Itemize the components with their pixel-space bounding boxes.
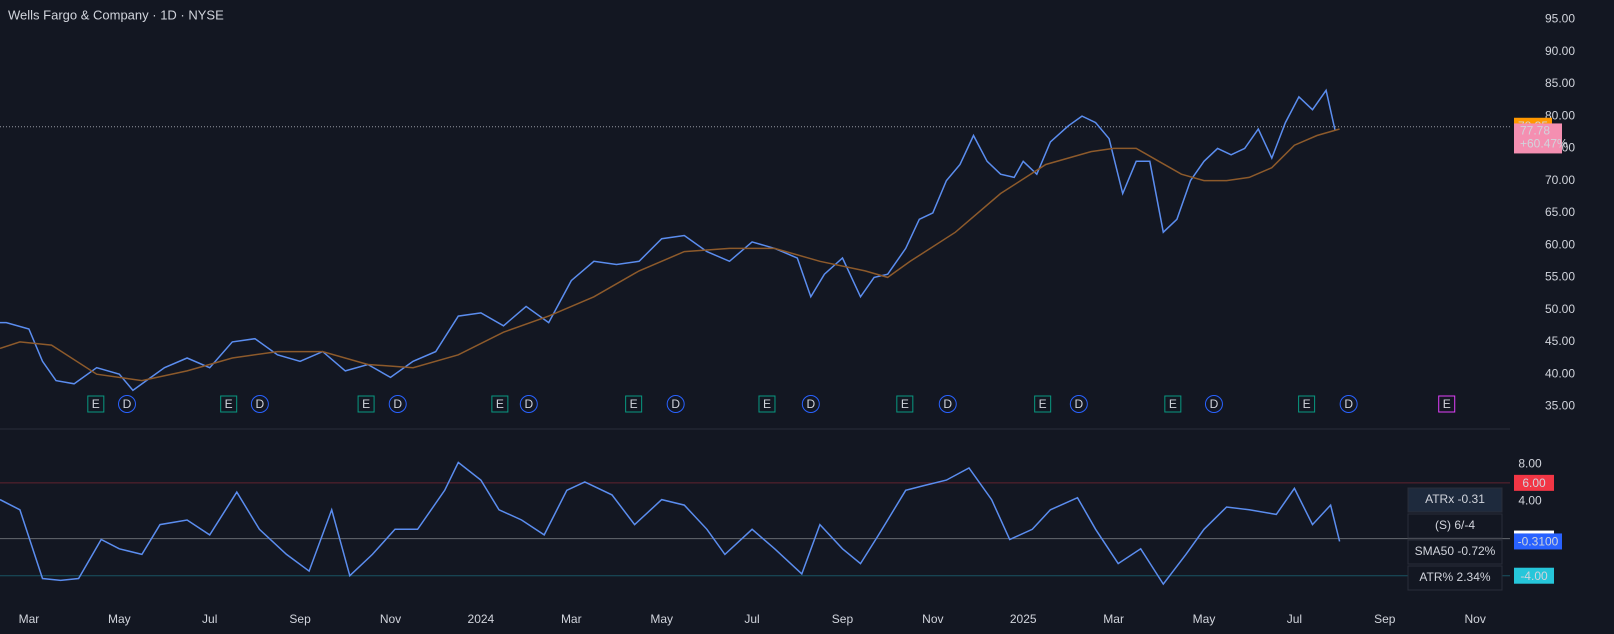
event-badge <box>666 395 685 413</box>
event-label: E <box>901 397 909 411</box>
event-badge <box>938 395 957 413</box>
event-badge <box>801 395 820 413</box>
x-tick-label: Nov <box>922 612 943 626</box>
event-label: D <box>806 397 815 411</box>
y-tick-label: 60.00 <box>1545 237 1575 251</box>
event-label: D <box>524 397 533 411</box>
event-badge <box>1034 395 1052 413</box>
table-text: ATR% 2.34% <box>1419 570 1490 584</box>
event-badge <box>87 395 105 413</box>
sma-label: 77.78 <box>1520 124 1550 138</box>
event-badge <box>1069 395 1088 413</box>
event-label: E <box>1169 397 1177 411</box>
level-box <box>1514 474 1554 491</box>
x-tick-label: Sep <box>1374 612 1396 626</box>
event-label: E <box>92 397 100 411</box>
event-label: D <box>393 397 402 411</box>
level-box <box>1514 567 1554 584</box>
event-badge <box>220 395 238 413</box>
event-label: D <box>671 397 680 411</box>
event-label: E <box>1303 397 1311 411</box>
event-badge <box>758 395 776 413</box>
x-tick-label: Jul <box>1287 612 1302 626</box>
x-tick-label: May <box>650 612 673 626</box>
event-label: E <box>225 397 233 411</box>
table-cell <box>1407 487 1503 513</box>
y-tick-label: 50.00 <box>1545 302 1575 316</box>
y-tick-label: 8.00 <box>1518 456 1542 470</box>
event-label: D <box>123 397 132 411</box>
table-cell <box>1407 513 1503 539</box>
event-label: E <box>362 397 370 411</box>
event-label: D <box>943 397 952 411</box>
event-label: D <box>1344 397 1353 411</box>
event-label: D <box>256 397 265 411</box>
event-badge <box>357 395 375 413</box>
y-tick-label: 90.00 <box>1545 44 1575 58</box>
event-badge <box>1164 395 1182 413</box>
event-badge <box>118 395 137 413</box>
series-line <box>0 128 1340 382</box>
y-tick-label: 55.00 <box>1545 270 1575 284</box>
event-label: D <box>1210 397 1219 411</box>
event-label: E <box>763 397 771 411</box>
x-tick-label: Nov <box>1465 612 1486 626</box>
x-tick-label: May <box>108 612 131 626</box>
event-badge <box>1339 395 1358 413</box>
event-label: E <box>1443 397 1451 411</box>
y-tick-label: 35.00 <box>1545 399 1575 413</box>
sma-change: +60.47% <box>1520 137 1568 151</box>
x-tick-label: Jul <box>202 612 217 626</box>
x-tick-label: Sep <box>832 612 854 626</box>
y-tick-label: 85.00 <box>1545 76 1575 90</box>
table-text: ATRx -0.31 <box>1425 492 1485 506</box>
table-text: (S) 6/-4 <box>1435 518 1475 532</box>
event-badge <box>1438 395 1456 413</box>
y-tick-label: 95.00 <box>1545 12 1575 26</box>
event-badge <box>1204 395 1223 413</box>
table-cell <box>1407 565 1503 591</box>
y-tick-label: 80.00 <box>1545 108 1575 122</box>
series-line <box>0 88 1336 392</box>
level-label: -4.00 <box>1520 569 1548 583</box>
chart-title: Wells Fargo & Company · 1D · NYSE <box>8 7 224 22</box>
level-label: 6.00 <box>1522 476 1546 490</box>
event-label: D <box>1074 397 1083 411</box>
current-label: -0.3100 <box>1518 535 1559 549</box>
table-cell <box>1407 539 1503 565</box>
series-line <box>0 461 1341 586</box>
y-tick-label: 70.00 <box>1545 173 1575 187</box>
event-label: E <box>630 397 638 411</box>
event-label: E <box>496 397 504 411</box>
y-tick-label: 4.00 <box>1518 494 1542 508</box>
event-badge <box>896 395 914 413</box>
current-box <box>1514 533 1562 550</box>
event-badge <box>388 395 407 413</box>
event-badge <box>1298 395 1316 413</box>
event-badge <box>519 395 538 413</box>
y-tick-label: 65.00 <box>1545 205 1575 219</box>
table-text: SMA50 -0.72% <box>1415 544 1496 558</box>
x-tick-label: May <box>1193 612 1216 626</box>
event-badge <box>250 395 269 413</box>
x-tick-label: 2024 <box>468 612 495 626</box>
x-tick-label: Mar <box>561 612 582 626</box>
x-tick-label: Sep <box>289 612 311 626</box>
x-tick-label: Jul <box>744 612 759 626</box>
x-tick-label: Nov <box>380 612 401 626</box>
event-label: E <box>1039 397 1047 411</box>
event-badge <box>625 395 643 413</box>
x-tick-label: 2025 <box>1010 612 1037 626</box>
y-tick-label: 45.00 <box>1545 334 1575 348</box>
x-tick-label: Mar <box>19 612 40 626</box>
event-badge <box>491 395 509 413</box>
sma-box <box>1514 123 1562 154</box>
x-tick-label: Mar <box>1103 612 1124 626</box>
y-tick-label: 40.00 <box>1545 366 1575 380</box>
